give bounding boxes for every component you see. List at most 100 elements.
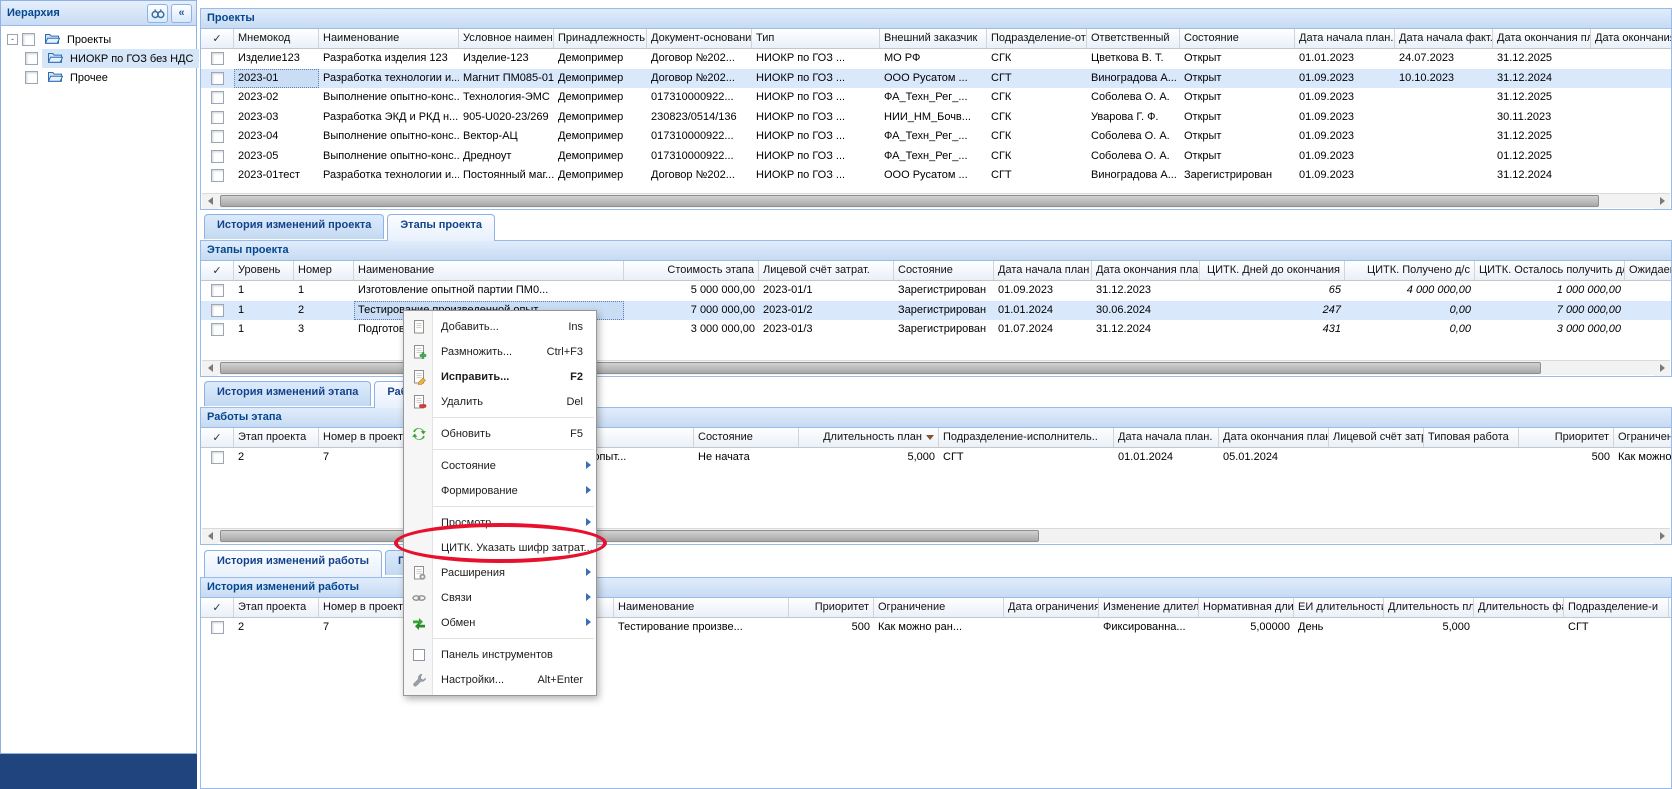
column-header[interactable]: Уровень (234, 261, 294, 280)
tree-node-checkbox[interactable] (25, 71, 38, 84)
select-all-header[interactable]: ✓ (201, 29, 234, 48)
column-header[interactable]: Наименование (354, 261, 624, 280)
column-header[interactable]: Нормативная длит (1199, 598, 1294, 617)
column-header[interactable]: Условное наименова (459, 29, 554, 48)
menu-item[interactable]: Формирование (404, 478, 596, 503)
row-checkbox[interactable] (211, 284, 224, 297)
tree-node[interactable]: Прочее (3, 68, 194, 87)
column-header[interactable]: Номер (294, 261, 354, 280)
column-header[interactable]: Наименование (614, 598, 789, 617)
table-row[interactable]: 1 1 Изготовление опытной партии ПМ0... 5 00… (201, 281, 1671, 301)
menu-item[interactable]: Состояние (404, 453, 596, 478)
tree-node-checkbox[interactable] (22, 33, 35, 46)
tree-node-checkbox[interactable] (25, 52, 38, 65)
menu-item[interactable]: Настройки... Alt+Enter (404, 667, 596, 692)
menu-item[interactable]: Размножить... Ctrl+F3 (404, 339, 596, 364)
table-row[interactable]: Изделие123 Разработка изделия 123 Изделие-… (201, 49, 1671, 69)
column-header[interactable]: ЦИТК. Получено д/с (1345, 261, 1475, 280)
tree-node[interactable]: - Проекты (3, 30, 194, 49)
column-header[interactable]: Мнемокод (234, 29, 319, 48)
row-checkbox[interactable] (211, 110, 224, 124)
column-header[interactable]: Дата ограничения (1004, 598, 1099, 617)
column-header[interactable]: ЦИТК. Осталось получить д/с (1475, 261, 1625, 280)
column-header[interactable]: Дата начала план. (1114, 428, 1219, 447)
column-header[interactable]: Принадлежность (554, 29, 647, 48)
select-all-header[interactable]: ✓ (201, 428, 234, 447)
column-header[interactable]: Стоимость этапа (624, 261, 759, 280)
column-header[interactable]: Длительность фак (1474, 598, 1564, 617)
column-header[interactable]: ЕИ длительности (1294, 598, 1384, 617)
menu-item[interactable]: ЦИТК. Указать шифр затрат... (404, 535, 596, 560)
column-header[interactable]: Состояние (694, 428, 799, 447)
scroll-thumb[interactable] (220, 529, 1039, 542)
tree-expander-icon[interactable]: - (7, 34, 18, 45)
column-header[interactable]: Документ-основани (647, 29, 752, 48)
menu-item[interactable]: Удалить Del (404, 389, 596, 414)
column-header[interactable]: Дата окончания план (1219, 428, 1329, 447)
column-header[interactable] (434, 598, 614, 617)
table-row[interactable]: 2023-04 Выполнение опытно-конс... Вектор-А… (201, 127, 1671, 147)
column-header[interactable]: Длительность план (799, 428, 939, 447)
row-checkbox[interactable] (211, 303, 224, 317)
column-header[interactable]: ЦИТК. Дней до окончания (1200, 261, 1345, 280)
column-header[interactable]: Изменение длител (1099, 598, 1199, 617)
menu-item[interactable]: Обмен (404, 610, 596, 635)
tab[interactable]: История изменений проекта (204, 214, 385, 239)
column-header[interactable]: Приоритет (789, 598, 874, 617)
table-row[interactable]: 2023-03 Разработка ЭКД и РКД н... 905-U020… (201, 108, 1671, 128)
column-header[interactable]: Наименование (319, 29, 459, 48)
binoculars-icon[interactable] (147, 3, 168, 23)
row-checkbox[interactable] (211, 52, 224, 65)
table-row[interactable]: 2023-02 Выполнение опытно-конс... Технолог… (201, 88, 1671, 108)
tab[interactable]: Этапы проекта (387, 214, 495, 241)
row-checkbox[interactable] (211, 451, 224, 464)
column-header[interactable]: Ожидаемы (1625, 261, 1671, 280)
column-header[interactable]: Дата окончания пл (1493, 29, 1591, 48)
row-checkbox[interactable] (211, 130, 224, 143)
menu-item[interactable]: Панель инструментов (404, 642, 596, 667)
menu-item[interactable]: Исправить... F2 (404, 364, 596, 389)
column-header[interactable]: Типовая работа (1424, 428, 1519, 447)
menu-item[interactable]: Расширения (404, 560, 596, 585)
column-header[interactable]: Этап проекта (234, 598, 319, 617)
column-header[interactable]: Приоритет (1519, 428, 1614, 447)
table-row[interactable]: 2023-05 Выполнение опытно-конс... Дредноут… (201, 147, 1671, 167)
row-checkbox[interactable] (211, 323, 224, 336)
menu-item[interactable]: Связи (404, 585, 596, 610)
tab[interactable]: История изменений этапа (204, 381, 372, 406)
scroll-right-icon[interactable] (1654, 193, 1670, 209)
row-checkbox[interactable] (211, 91, 224, 104)
row-checkbox[interactable] (211, 71, 224, 85)
column-header[interactable]: Дата начала план (994, 261, 1092, 280)
column-header[interactable]: Лицевой счёт затр (1329, 428, 1424, 447)
collapse-icon[interactable]: « (171, 3, 192, 23)
column-header[interactable]: Состояние (1180, 29, 1295, 48)
row-checkbox[interactable] (211, 621, 224, 634)
scroll-left-icon[interactable] (202, 528, 218, 544)
scroll-right-icon[interactable] (1654, 528, 1670, 544)
column-header[interactable]: Тип (752, 29, 880, 48)
table-row[interactable]: 2023-01тест Разработка технологии и... Пос… (201, 166, 1671, 186)
column-header[interactable]: Подразделение-исполнитель.. (939, 428, 1114, 447)
column-header[interactable]: Ограничение (874, 598, 1004, 617)
column-header[interactable]: Длительность пла (1384, 598, 1474, 617)
column-header[interactable]: Ответственный (1087, 29, 1180, 48)
column-header[interactable]: Дата начала факт. (1395, 29, 1493, 48)
scroll-thumb[interactable] (220, 194, 1599, 207)
tab[interactable]: История изменений работы (204, 550, 382, 577)
table-row[interactable]: 2 7 Тестирование произве... 500 Как можно ра… (201, 618, 1671, 638)
column-header[interactable]: Дата окончания (1591, 29, 1671, 48)
select-all-header[interactable]: ✓ (201, 598, 234, 617)
scroll-left-icon[interactable] (202, 360, 218, 376)
scroll-left-icon[interactable] (202, 193, 218, 209)
menu-item[interactable]: Обновить F5 (404, 421, 596, 446)
column-header[interactable]: Лицевой счёт затрат. (759, 261, 894, 280)
column-header[interactable]: Ограничение (1614, 428, 1671, 447)
select-all-header[interactable]: ✓ (201, 261, 234, 280)
column-header[interactable]: Подразделение-и (1564, 598, 1669, 617)
column-header[interactable]: Внешний заказчик (880, 29, 987, 48)
column-header[interactable]: Дата начала план. (1295, 29, 1395, 48)
row-checkbox[interactable] (211, 149, 224, 163)
menu-item[interactable]: Добавить... Ins (404, 314, 596, 339)
table-row[interactable]: 2023-01 Разработка технологии и... Магнит … (201, 68, 1671, 88)
